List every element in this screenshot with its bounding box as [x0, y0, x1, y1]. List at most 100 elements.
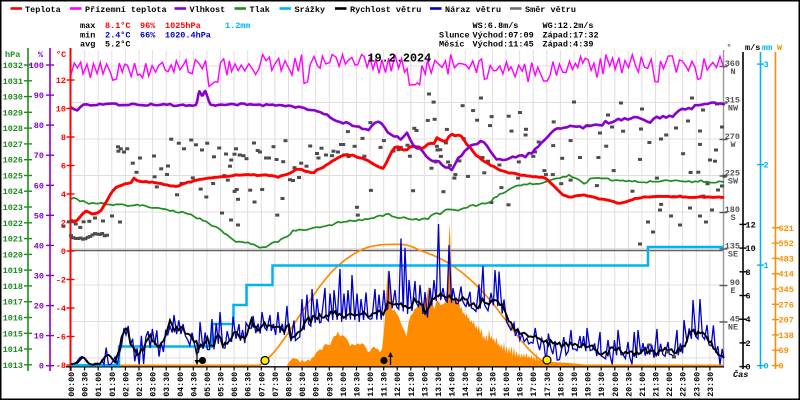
svg-text:20: 20: [34, 302, 44, 312]
svg-text:Srážky: Srážky: [295, 5, 326, 15]
svg-text:414: 414: [779, 270, 794, 280]
svg-text:E: E: [730, 286, 735, 296]
svg-text:1024: 1024: [3, 187, 23, 197]
svg-text:%: %: [38, 50, 44, 60]
svg-text:1026: 1026: [3, 156, 23, 166]
svg-text:18:00: 18:00: [557, 372, 566, 397]
svg-text:1025hPa: 1025hPa: [165, 21, 201, 31]
svg-text:90: 90: [730, 278, 740, 288]
svg-text:10: 10: [56, 105, 66, 115]
svg-text:06:00: 06:00: [231, 372, 240, 397]
svg-text:03:30: 03:30: [163, 372, 172, 397]
svg-text:00:30: 00:30: [82, 372, 91, 397]
svg-text:1013: 1013: [3, 361, 23, 371]
svg-text:1029: 1029: [3, 108, 23, 118]
svg-text:Měsíc: Měsíc: [439, 40, 465, 50]
svg-text:04:30: 04:30: [190, 372, 199, 397]
svg-text:40: 40: [34, 241, 44, 251]
svg-text:19:30: 19:30: [598, 372, 607, 397]
svg-text:WS:6.8m/s: WS:6.8m/s: [473, 21, 519, 31]
svg-text:15:00: 15:00: [476, 372, 485, 397]
svg-text:1032: 1032: [3, 61, 23, 71]
svg-text:06:30: 06:30: [245, 372, 254, 397]
svg-text:6: 6: [746, 292, 751, 302]
svg-text:30: 30: [34, 271, 44, 281]
svg-text:1023: 1023: [3, 203, 23, 213]
svg-text:1019: 1019: [3, 266, 23, 276]
svg-text:8.1°C: 8.1°C: [105, 21, 131, 31]
svg-text:17:00: 17:00: [530, 372, 539, 397]
svg-text:90: 90: [34, 91, 44, 101]
svg-text:22:00: 22:00: [666, 372, 675, 397]
svg-text:14:30: 14:30: [462, 372, 471, 397]
svg-text:W: W: [777, 43, 783, 53]
svg-text:0: 0: [764, 362, 769, 372]
svg-text:Západ:17:32: Západ:17:32: [543, 30, 599, 40]
svg-text:8: 8: [61, 133, 66, 143]
svg-text:03:00: 03:00: [150, 372, 159, 397]
svg-text:4: 4: [746, 315, 751, 325]
svg-text:80: 80: [34, 121, 44, 131]
svg-text:13:00: 13:00: [421, 372, 430, 397]
svg-text:19:00: 19:00: [585, 372, 594, 397]
svg-text:-6: -6: [56, 333, 66, 343]
svg-text:0: 0: [61, 247, 66, 257]
svg-text:1027: 1027: [3, 140, 23, 150]
svg-text:22:30: 22:30: [680, 372, 689, 397]
svg-text:Západ:4:39: Západ:4:39: [543, 40, 594, 50]
svg-text:1: 1: [764, 261, 769, 271]
svg-text:0: 0: [39, 362, 44, 372]
svg-text:552: 552: [779, 239, 794, 249]
svg-text:360: 360: [725, 59, 740, 69]
svg-text:m/s: m/s: [745, 43, 760, 53]
svg-text:1018: 1018: [3, 282, 23, 292]
svg-text:21:30: 21:30: [653, 372, 662, 397]
svg-text:11:30: 11:30: [381, 372, 390, 397]
svg-text:138: 138: [779, 331, 794, 341]
svg-text:17:30: 17:30: [544, 372, 553, 397]
svg-text:16:30: 16:30: [517, 372, 526, 397]
svg-text:min: min: [80, 30, 95, 40]
svg-text:S: S: [730, 213, 735, 223]
svg-text:135: 135: [725, 242, 740, 252]
svg-text:-8: -8: [56, 361, 66, 371]
svg-text:1015: 1015: [3, 329, 23, 339]
svg-text:Rychlost větru: Rychlost větru: [350, 5, 421, 15]
svg-text:1014: 1014: [3, 345, 23, 355]
svg-text:2: 2: [61, 219, 66, 229]
svg-text:max: max: [80, 21, 95, 31]
svg-text:0: 0: [779, 362, 784, 372]
svg-text:1020.4hPa: 1020.4hPa: [165, 30, 211, 40]
svg-text:1.2mm: 1.2mm: [225, 21, 251, 31]
svg-text:50: 50: [34, 211, 44, 221]
svg-text:66%: 66%: [140, 30, 156, 40]
svg-text:6: 6: [61, 162, 66, 172]
svg-text:20:30: 20:30: [625, 372, 634, 397]
svg-text:276: 276: [779, 300, 794, 310]
svg-text:N: N: [730, 67, 735, 77]
svg-text:01:00: 01:00: [95, 372, 104, 397]
svg-text:12: 12: [746, 220, 756, 230]
svg-text:05:00: 05:00: [204, 372, 213, 397]
svg-text:Čas: Čas: [733, 369, 748, 380]
svg-text:8: 8: [746, 268, 751, 278]
svg-text:483: 483: [779, 254, 794, 264]
svg-text:96%: 96%: [140, 21, 156, 31]
svg-text:07:30: 07:30: [272, 372, 281, 397]
svg-text:Východ:07:09: Východ:07:09: [473, 30, 534, 40]
svg-text:10:00: 10:00: [340, 372, 349, 397]
svg-text:00:00: 00:00: [68, 372, 77, 397]
svg-text:3: 3: [764, 60, 769, 70]
svg-text:20:00: 20:00: [612, 372, 621, 397]
svg-text:02:30: 02:30: [136, 372, 145, 397]
svg-text:Směr větru: Směr větru: [525, 5, 576, 15]
svg-text:-4: -4: [56, 304, 66, 314]
svg-text:07:00: 07:00: [258, 372, 267, 397]
svg-text:09:30: 09:30: [326, 372, 335, 397]
svg-text:SE: SE: [728, 250, 738, 260]
svg-text:4: 4: [61, 190, 66, 200]
svg-text:12:30: 12:30: [408, 372, 417, 397]
svg-text:19.2.2024: 19.2.2024: [368, 52, 432, 66]
svg-text:1028: 1028: [3, 124, 23, 134]
svg-text:315: 315: [725, 96, 740, 106]
